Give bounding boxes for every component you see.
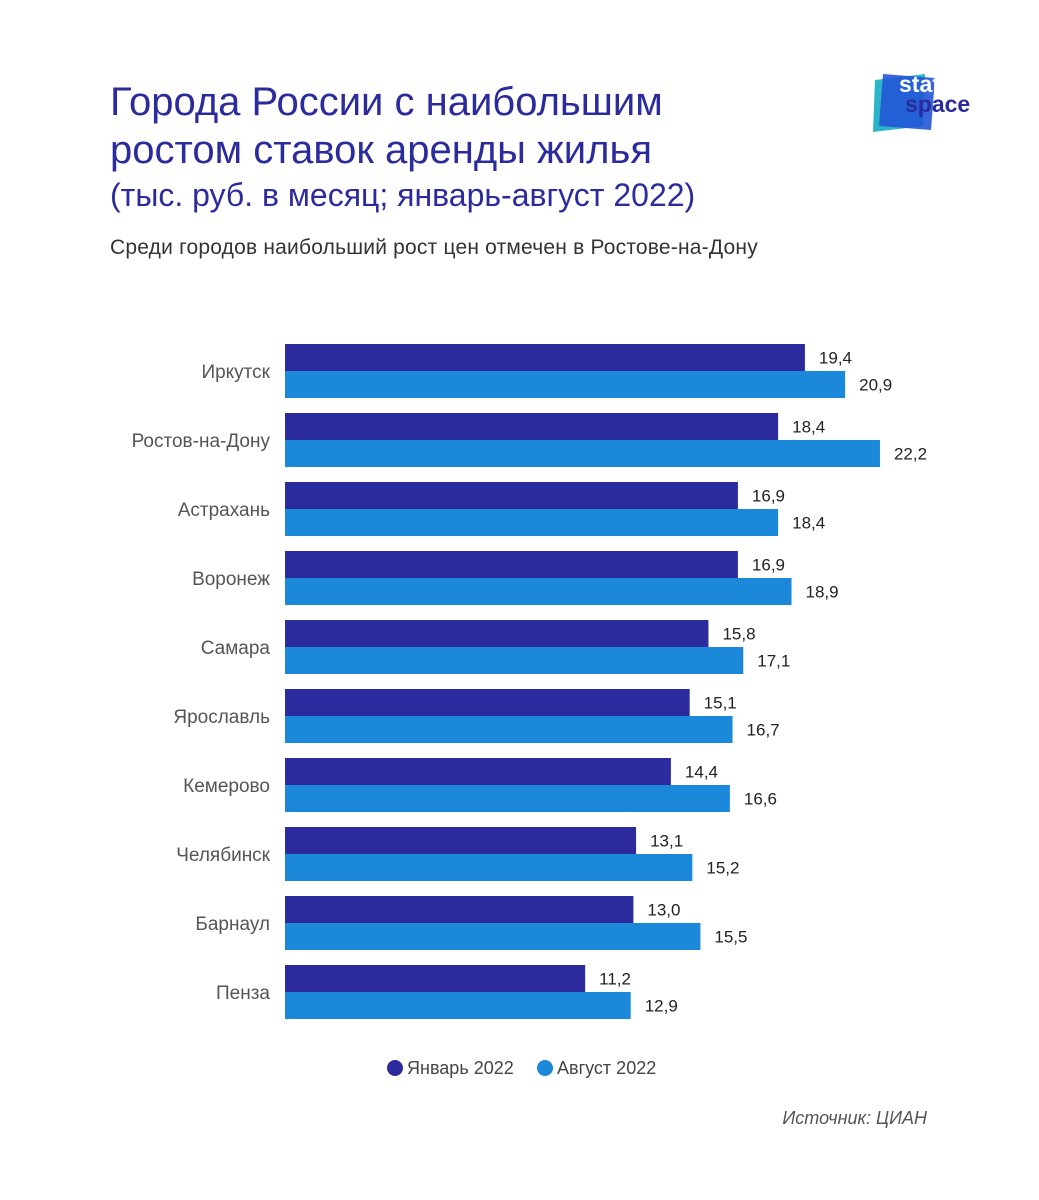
bar bbox=[285, 716, 733, 743]
data-label: 15,1 bbox=[704, 694, 737, 713]
data-label: 13,1 bbox=[650, 832, 683, 851]
data-label: 14,4 bbox=[685, 763, 718, 782]
data-label: 12,9 bbox=[645, 997, 678, 1016]
data-label: 18,9 bbox=[806, 583, 839, 602]
bar bbox=[285, 992, 631, 1019]
category-label: Барнаул bbox=[195, 914, 270, 935]
category-label: Иркутск bbox=[201, 362, 270, 383]
data-label: 22,2 bbox=[894, 445, 927, 464]
data-label: 18,4 bbox=[792, 514, 825, 533]
bar bbox=[285, 896, 634, 923]
bar bbox=[285, 440, 880, 467]
category-label: Самара bbox=[201, 638, 271, 659]
data-label: 15,8 bbox=[722, 625, 755, 644]
bar bbox=[285, 689, 690, 716]
category-label: Воронеж bbox=[192, 569, 270, 590]
bar bbox=[285, 854, 693, 881]
bar bbox=[285, 482, 738, 509]
category-label: Ростов-на-Дону bbox=[132, 431, 271, 452]
logo-word-space: space bbox=[905, 91, 971, 117]
bar-chart: Иркутск 19,4 20,9 Ростов-на-Дону 18,4 22,2 Аст… bbox=[132, 344, 927, 1078]
title-line-3: (тыс. руб. в месяц; январь-август 2022) bbox=[110, 177, 696, 213]
data-label: 20,9 bbox=[859, 376, 892, 395]
logo-shape-icon bbox=[873, 74, 935, 132]
bar bbox=[285, 785, 730, 812]
bar bbox=[285, 647, 744, 674]
bar bbox=[285, 344, 805, 371]
statspace-logo: stat space bbox=[865, 72, 980, 137]
source-note: Источник: ЦИАН bbox=[782, 1108, 927, 1128]
category-label: Ярославль bbox=[173, 707, 270, 728]
bar bbox=[285, 371, 846, 398]
bar bbox=[285, 827, 637, 854]
bar bbox=[285, 578, 792, 605]
data-label: 18,4 bbox=[792, 418, 825, 437]
logo-word-stat: stat bbox=[899, 71, 940, 97]
bar bbox=[285, 758, 671, 785]
data-label: 15,2 bbox=[706, 859, 739, 878]
data-label: 19,4 bbox=[819, 349, 852, 368]
legend-marker bbox=[387, 1060, 403, 1076]
data-label: 16,9 bbox=[752, 487, 785, 506]
category-label: Астрахань bbox=[178, 500, 270, 521]
data-label: 13,0 bbox=[647, 901, 680, 920]
logo-text: stat space bbox=[899, 71, 971, 117]
bar bbox=[285, 620, 709, 647]
bar bbox=[285, 509, 779, 536]
data-label: 17,1 bbox=[757, 652, 790, 671]
chart-title: Города России с наибольшим ростом ставок… bbox=[110, 78, 830, 216]
bar bbox=[285, 923, 701, 950]
legend-marker bbox=[537, 1060, 553, 1076]
bar bbox=[285, 551, 738, 578]
category-label: Пенза bbox=[216, 983, 270, 1004]
data-label: 11,2 bbox=[599, 970, 631, 989]
legend-label: Январь 2022 bbox=[407, 1058, 514, 1078]
bar bbox=[285, 965, 586, 992]
data-label: 16,6 bbox=[744, 790, 777, 809]
chart-subtitle: Среди городов наибольший рост цен отмече… bbox=[110, 236, 758, 259]
legend-label: Август 2022 bbox=[557, 1058, 656, 1078]
data-label: 16,9 bbox=[752, 556, 785, 575]
category-label: Челябинск bbox=[176, 845, 270, 866]
category-label: Кемерово bbox=[183, 776, 270, 797]
data-label: 15,5 bbox=[714, 928, 747, 947]
title-line-1: Города России с наибольшим bbox=[110, 80, 663, 124]
data-label: 16,7 bbox=[747, 721, 780, 740]
bar bbox=[285, 413, 779, 440]
title-line-2: ростом ставок аренды жилья bbox=[110, 128, 652, 172]
